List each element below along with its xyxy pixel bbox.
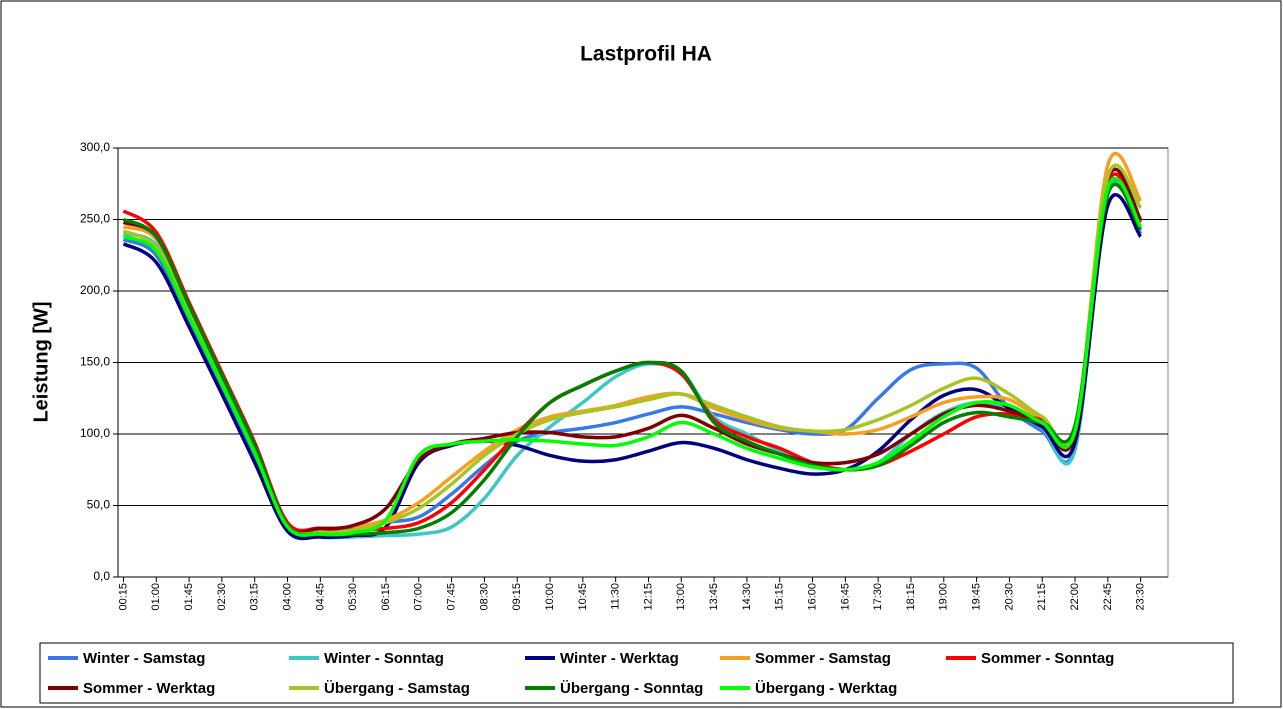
legend-label: Winter - Sonntag <box>324 650 444 667</box>
x-tick-label: 22:45 <box>1102 583 1114 611</box>
x-tick-label: 14:30 <box>741 583 753 611</box>
x-tick-label: 11:30 <box>610 583 622 610</box>
x-tick-label: 09:15 <box>511 583 523 611</box>
x-tick-label: 10:45 <box>577 583 589 611</box>
x-tick-label: 10:00 <box>544 583 556 611</box>
y-tick-label: 300,0 <box>80 140 110 154</box>
x-tick-label: 19:00 <box>938 583 950 611</box>
x-tick-label: 01:00 <box>150 583 162 611</box>
x-tick-label: 12:15 <box>642 583 654 611</box>
x-tick-label: 03:15 <box>249 583 261 611</box>
x-tick-label: 08:30 <box>478 583 490 611</box>
legend-box <box>39 642 1234 704</box>
x-tick-label: 04:00 <box>281 583 293 611</box>
legend-label: Winter - Samstag <box>83 650 205 667</box>
x-tick-label: 13:00 <box>675 583 687 611</box>
x-tick-label: 07:45 <box>446 583 458 611</box>
x-tick-label: 22:00 <box>1069 583 1081 611</box>
x-tick-label: 20:30 <box>1003 583 1015 611</box>
x-tick-label: 06:15 <box>380 583 392 611</box>
y-tick-label: 50,0 <box>87 498 111 512</box>
y-axis-label: Leistung [W] <box>30 301 52 422</box>
x-tick-label: 21:15 <box>1036 583 1048 611</box>
x-tick-label: 19:45 <box>971 583 983 611</box>
y-tick-label: 200,0 <box>80 283 110 297</box>
legend-label: Übergang - Sonntag <box>560 680 703 697</box>
x-tick-label: 07:00 <box>413 583 425 611</box>
y-tick-label: 0,0 <box>93 569 110 583</box>
x-tick-label: 01:45 <box>183 583 195 611</box>
axes: 0,0 50,0 100,0 150,0 200,0 250,0 300,0 00:15 01:… <box>80 140 1168 611</box>
series-line <box>122 193 1143 541</box>
x-tick-label: 13:45 <box>708 583 720 611</box>
y-tick-label: 100,0 <box>80 426 110 440</box>
legend-label: Übergang - Samstag <box>324 680 470 697</box>
x-tick-label: 23:30 <box>1135 583 1147 611</box>
x-tick-label: 04:45 <box>314 583 326 611</box>
x-tick-label: 15:15 <box>774 583 786 611</box>
legend-label: Winter - Werktag <box>560 650 679 667</box>
x-tick-label: 00:15 <box>117 583 129 611</box>
x-tick-label: 02:30 <box>216 583 228 611</box>
y-tick-label: 150,0 <box>80 355 110 369</box>
lines <box>122 152 1143 541</box>
x-tick-label: 16:45 <box>839 583 851 611</box>
series-line <box>122 176 1143 538</box>
x-tick-label: 16:00 <box>806 583 818 611</box>
y-tick-label: 250,0 <box>80 212 110 226</box>
legend-label: Sommer - Werktag <box>83 680 215 697</box>
x-tick-label: 18:15 <box>905 583 917 611</box>
legend-label: Übergang - Werktag <box>755 680 897 697</box>
legend: Winter - Samstag Winter - Sonntag Winter -… <box>48 650 1114 697</box>
legend-label: Sommer - Sonntag <box>981 650 1114 667</box>
x-tick-label: 05:30 <box>347 583 359 611</box>
chart-title: Lastprofil HA <box>580 43 712 66</box>
x-tick-label: 17:30 <box>872 583 884 611</box>
legend-label: Sommer - Samstag <box>755 650 891 667</box>
